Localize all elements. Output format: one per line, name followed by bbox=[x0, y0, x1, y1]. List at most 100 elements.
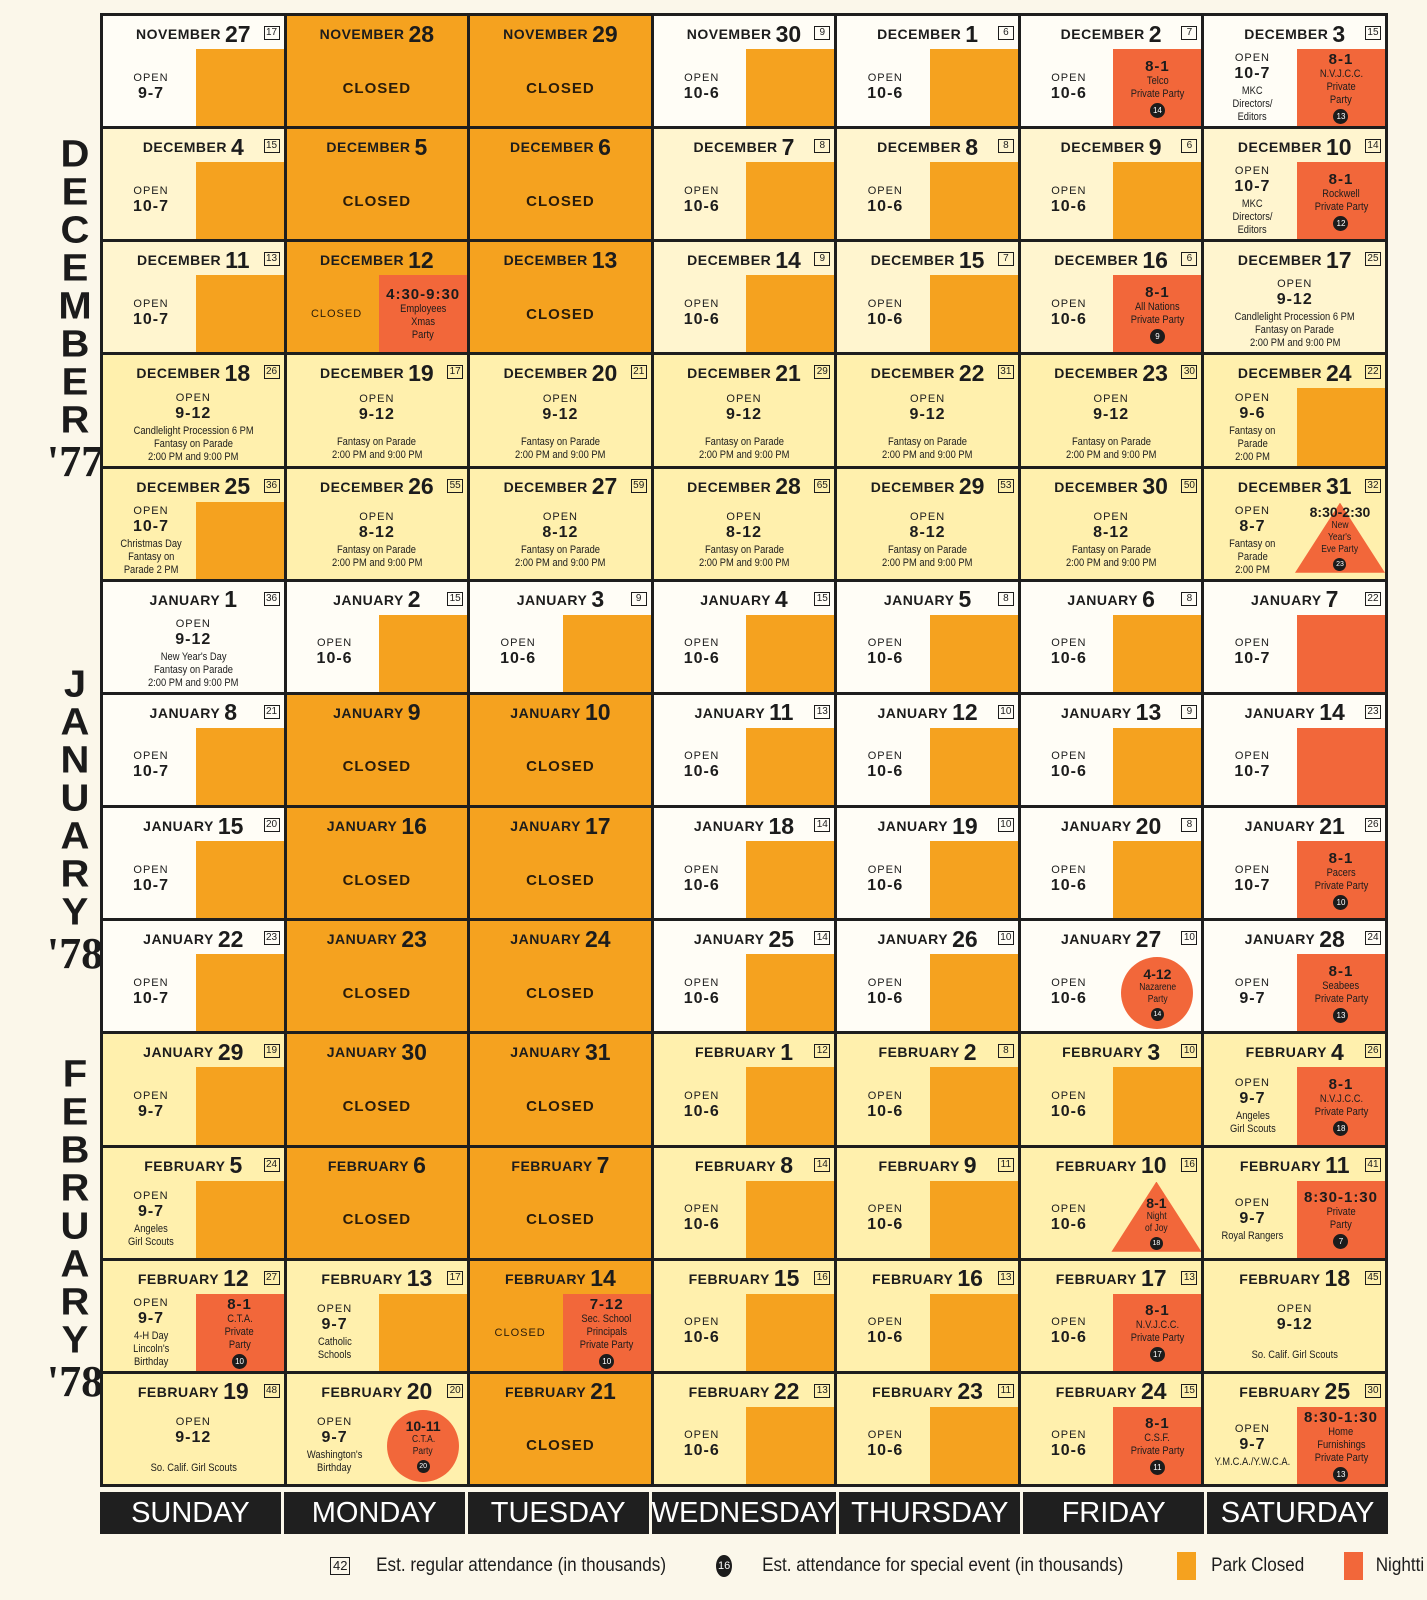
day-number: 7 bbox=[781, 133, 795, 160]
day-header: DECEMBER 16 6 bbox=[1025, 245, 1198, 275]
day-cell: NOVEMBER 28 CLOSED bbox=[286, 16, 468, 127]
side-letter: F bbox=[62, 1053, 88, 1095]
day-info: OPEN 10-6 bbox=[1025, 1072, 1113, 1140]
park-closed-block bbox=[746, 1406, 835, 1484]
day-header: JANUARY 12 10 bbox=[841, 698, 1014, 728]
park-closed-block bbox=[746, 1293, 835, 1371]
closed-label: CLOSED bbox=[526, 1437, 595, 1455]
day-cell: JANUARY 9 CLOSED bbox=[286, 694, 468, 806]
day-header: JANUARY 14 23 bbox=[1208, 698, 1381, 728]
day-number: 6 bbox=[1142, 586, 1155, 613]
closed-label: CLOSED bbox=[526, 79, 595, 97]
day-note: So. Calif. Girl Scouts bbox=[1251, 1349, 1338, 1362]
attendance-box: 24 bbox=[1364, 931, 1381, 946]
event-name: Private Party bbox=[1314, 1451, 1368, 1464]
day-info: OPEN 10-6 bbox=[658, 54, 746, 122]
park-closed-block bbox=[195, 501, 284, 579]
day-month: JANUARY bbox=[510, 1044, 581, 1061]
legend-event-circle-icon: 16 bbox=[716, 1555, 732, 1577]
event-name: Private bbox=[225, 1325, 255, 1338]
special-event-block: 8-1 N.V.J.C.C. Private Party 17 bbox=[1113, 1293, 1202, 1371]
event-hours: 8-1 bbox=[1328, 849, 1354, 867]
attendance-box: 27 bbox=[263, 1270, 280, 1285]
day-month: FEBRUARY bbox=[1239, 1157, 1322, 1174]
day-month: DECEMBER bbox=[503, 365, 588, 382]
day-note: MKC bbox=[1242, 198, 1263, 211]
day-header: FEBRUARY 2 8 bbox=[841, 1037, 1014, 1067]
special-event-block: 7-12 Sec. School Principals Private Party 10 bbox=[562, 1293, 651, 1371]
day-note: Editors bbox=[1237, 111, 1267, 124]
day-month: JANUARY bbox=[877, 931, 949, 948]
side-letter: U bbox=[60, 1205, 90, 1247]
day-number: 21 bbox=[1319, 812, 1345, 839]
open-hours: 8-12 bbox=[909, 524, 946, 542]
day-cell: JANUARY 18 14 OPEN 10-6 bbox=[653, 808, 835, 919]
open-hours: 10-6 bbox=[867, 1216, 904, 1234]
open-label: OPEN bbox=[726, 393, 762, 406]
attendance-box: 10 bbox=[997, 818, 1014, 833]
attendance-box: 9 bbox=[814, 252, 831, 267]
day-info: OPEN 10-7 bbox=[107, 733, 195, 801]
day-note: Fantasy on Parade bbox=[153, 663, 233, 676]
day-note: Parade bbox=[1237, 437, 1268, 450]
day-cell: FEBRUARY 6 CLOSED bbox=[286, 1147, 468, 1258]
closed-label: CLOSED bbox=[342, 79, 412, 97]
special-event-block: 8-1 C.T.A. Private Party 10 bbox=[195, 1293, 284, 1371]
day-cell: JANUARY 30 CLOSED bbox=[286, 1034, 468, 1145]
side-letter: Y bbox=[61, 891, 89, 933]
open-label: OPEN bbox=[867, 184, 903, 197]
day-header: DECEMBER 20 21 bbox=[474, 358, 647, 388]
day-info: OPEN 10-7 bbox=[1208, 846, 1296, 914]
day-info: OPEN 10-6 bbox=[841, 959, 929, 1027]
attendance-box: 30 bbox=[1364, 1383, 1381, 1398]
day-month: DECEMBER bbox=[1054, 365, 1139, 382]
day-info: OPEN 10-6 bbox=[291, 620, 379, 688]
day-cell: DECEMBER 18 26 OPEN 9-12 Candlelight Processi… bbox=[103, 355, 284, 466]
open-hours: 10-6 bbox=[683, 84, 720, 102]
day-note: Fantasy on Parade bbox=[704, 435, 784, 448]
open-hours: 10-7 bbox=[132, 989, 170, 1007]
day-number: 31 bbox=[1325, 473, 1352, 500]
open-label: OPEN bbox=[1234, 1196, 1271, 1209]
day-header: DECEMBER 11 13 bbox=[107, 245, 280, 275]
day-number: 16 bbox=[957, 1265, 983, 1292]
day-cell: JANUARY 25 14 OPEN 10-6 bbox=[653, 921, 835, 1032]
day-note: Fantasy on Parade bbox=[1071, 435, 1151, 448]
park-closed-block bbox=[195, 162, 284, 240]
closed-label: CLOSED bbox=[342, 192, 412, 210]
day-number: 4 bbox=[1330, 1038, 1344, 1065]
day-info: OPEN 9-12 Fantasy on Parade 2:00 PM and 9:0… bbox=[291, 393, 464, 461]
day-month: FEBRUARY bbox=[878, 1157, 960, 1174]
open-label: OPEN bbox=[175, 391, 211, 404]
open-label: OPEN bbox=[867, 976, 903, 989]
legend-closed-swatch bbox=[1176, 1552, 1197, 1580]
special-event-triangle: 8-1 Night of Joy 18 bbox=[1111, 1182, 1201, 1252]
open-hours: 9-12 bbox=[909, 406, 946, 424]
event-name: Rockwell bbox=[1322, 187, 1360, 200]
day-month: NOVEMBER bbox=[319, 26, 405, 42]
park-closed-block bbox=[929, 275, 1018, 353]
day-header: JANUARY 25 14 bbox=[658, 924, 831, 954]
day-header: DECEMBER 14 9 bbox=[658, 245, 831, 275]
park-closed-block bbox=[929, 162, 1018, 240]
day-month: FEBRUARY bbox=[137, 1270, 220, 1287]
day-number: 17 bbox=[1140, 1265, 1167, 1292]
day-month: DECEMBER bbox=[1244, 26, 1329, 42]
event-name: Private Party bbox=[1314, 200, 1368, 213]
day-cell: JANUARY 27 10 OPEN 10-6 4-12 Nazarene Party 14 bbox=[1020, 921, 1202, 1032]
special-event-block: 8-1 Rockwell Private Party 12 bbox=[1296, 162, 1385, 240]
park-closed-block bbox=[929, 1067, 1018, 1145]
day-month: DECEMBER bbox=[1054, 252, 1139, 269]
day-info: OPEN 10-7 MKC Directors/Editors bbox=[1208, 165, 1296, 236]
day-header: JANUARY 2 15 bbox=[291, 585, 464, 615]
park-closed-block bbox=[929, 841, 1018, 919]
open-label: OPEN bbox=[1234, 165, 1271, 178]
day-info: OPEN 10-6 bbox=[841, 846, 929, 914]
day-header: JANUARY 9 bbox=[291, 698, 464, 728]
day-number: 28 bbox=[1319, 925, 1345, 952]
open-label: OPEN bbox=[316, 1416, 353, 1429]
day-number: 25 bbox=[1324, 1378, 1351, 1405]
closed-label: CLOSED bbox=[494, 1326, 546, 1339]
event-name: Party bbox=[413, 1446, 434, 1458]
open-hours: 9-12 bbox=[175, 404, 212, 422]
